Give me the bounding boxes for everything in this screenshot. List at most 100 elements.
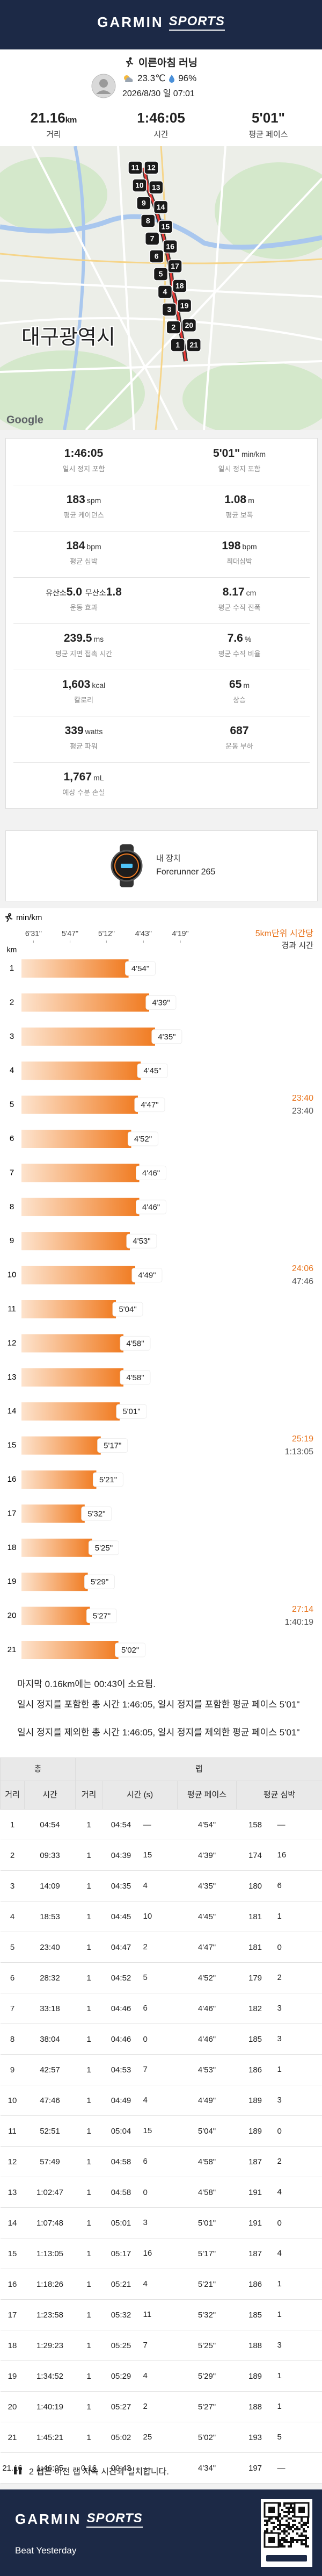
cell-text: 05:04: [111, 2126, 131, 2136]
stat-unit: watts: [85, 727, 103, 736]
cell-text: 1: [86, 2218, 91, 2228]
cell-text: 1: [86, 2187, 91, 2197]
stat-label: 칼로리: [74, 696, 93, 704]
table-cell: 179: [236, 1962, 274, 1993]
cell-text: 174: [248, 1850, 262, 1860]
table-cell: 15: [140, 1840, 178, 1871]
lap-marker-label: 9: [142, 199, 146, 207]
cell-text: 11: [8, 2126, 17, 2136]
table-cell: 04:58: [102, 2146, 140, 2177]
table-cell: 0: [140, 2024, 178, 2055]
lap-marker-label: 6: [155, 252, 159, 261]
table-cell: 4'39": [177, 1840, 237, 1871]
bar: [21, 1470, 97, 1489]
table-cell: 4: [140, 2085, 178, 2116]
table-cell: 13: [0, 2177, 25, 2208]
cell-text: 42:57: [40, 2065, 60, 2075]
table-cell: 38:04: [24, 2024, 76, 2055]
qr-module: [305, 2530, 307, 2532]
bar-label: 4'35": [158, 1032, 175, 1042]
row-divider: [13, 577, 310, 578]
table-cell: 5'17": [177, 2238, 237, 2269]
cell-text: 189: [248, 2371, 262, 2381]
qr-module: [283, 2515, 286, 2517]
lap-icon: [14, 2467, 21, 2474]
qr-module: [279, 2505, 281, 2507]
row-divider: [13, 762, 310, 763]
table-cell: 1:23:58: [24, 2299, 76, 2330]
qr-module: [286, 2507, 288, 2509]
table-cell: 3: [140, 2207, 178, 2238]
cell-text: 6: [277, 1881, 282, 1891]
table-cell: 04:45: [102, 1901, 140, 1932]
summary-value-line: 21.16km: [0, 110, 107, 126]
qr-module: [288, 2528, 290, 2530]
note: 일시 정지를 제외한 총 시간 1:46:05, 일시 정지를 제외한 평균 페…: [17, 1727, 300, 1738]
lap-marker: [181, 318, 197, 333]
table-cell: 00:43: [102, 2452, 140, 2484]
stat-value-line: 유산소5.0 무산소1.8: [6, 586, 162, 599]
cell-text: 179: [248, 1973, 262, 1983]
stat-value-line: 1,767 mL: [6, 771, 162, 784]
qr-module: [279, 2515, 281, 2517]
bar-label-bg: [88, 1540, 119, 1555]
meta-row: 23.3℃ 96% 2026/8/30 일 07:01: [91, 73, 196, 99]
table-cell: 4'58": [177, 2177, 237, 2208]
table-cell: 16: [274, 1840, 322, 1871]
cell-text: 2: [143, 1942, 148, 1952]
cell-text: 1: [86, 2096, 91, 2105]
table-cell: 1: [0, 1809, 25, 1840]
cell-text: 1:02:47: [36, 2187, 64, 2197]
table-cell: 1: [274, 1901, 322, 1932]
qr-module: [290, 2545, 292, 2548]
table-cell: 1: [75, 1932, 103, 1963]
cell-text: 5'21": [197, 2279, 216, 2289]
cell-text: 4'45": [197, 1912, 216, 1921]
table-cell: 5'25": [177, 2330, 237, 2361]
bar: [21, 1436, 101, 1455]
cell-text: 5'29": [197, 2371, 216, 2381]
table-cell: 1: [274, 2360, 322, 2392]
lap-row: 12 57:49 1 04:58 6 4'58" 187 2: [0, 2146, 322, 2177]
qr-module: [270, 2530, 273, 2532]
lap-marker: [153, 200, 169, 214]
qr-module: [286, 2515, 288, 2517]
cell-text: 1:46:05: [36, 2463, 64, 2473]
lap-marker-label: 13: [152, 183, 160, 191]
cell-text: 17: [8, 2310, 17, 2320]
bar-label-bg: [126, 1233, 157, 1248]
cell-text: 47:46: [40, 2096, 60, 2105]
table-cell: 1: [274, 2299, 322, 2330]
stat-unit: %: [244, 635, 252, 643]
cell-text: 181: [248, 1912, 262, 1921]
stat-part-label: 유산소: [46, 589, 67, 597]
stat-value: 687: [230, 724, 249, 737]
table-cell: 4: [140, 2269, 178, 2300]
stat-label: 평균 보폭: [225, 511, 253, 519]
cell-text: 33:18: [40, 2004, 60, 2013]
cell-text: 4'46": [197, 2034, 216, 2044]
qr-module: [307, 2545, 309, 2548]
table-cell: 3: [274, 2024, 322, 2055]
table-cell: 1: [75, 2115, 103, 2147]
qr-module: [301, 2539, 303, 2541]
cell-text: 3: [143, 2218, 148, 2228]
qr-module: [281, 2543, 283, 2545]
qr-module: [290, 2507, 292, 2509]
table-cell: 10: [0, 2085, 25, 2116]
table-cell: —: [140, 1809, 178, 1840]
qr-module: [290, 2537, 292, 2539]
table-cell: 186: [236, 2269, 274, 2300]
cell-text: 1:29:23: [36, 2341, 64, 2350]
summary-label: 거리: [46, 130, 61, 139]
cell-text: 57:49: [40, 2157, 60, 2166]
cell-text: 1: [86, 2126, 91, 2136]
bar-label: 4'53": [133, 1237, 150, 1246]
stat-cell: 5'01" min/km 일시 정지 포함: [162, 447, 317, 473]
cell-text: 185: [248, 2034, 262, 2044]
bar: [21, 1164, 140, 1182]
stat-unit: m: [243, 681, 250, 690]
cell-text: 191: [248, 2187, 262, 2197]
table-cell: 1:40:19: [24, 2391, 76, 2422]
